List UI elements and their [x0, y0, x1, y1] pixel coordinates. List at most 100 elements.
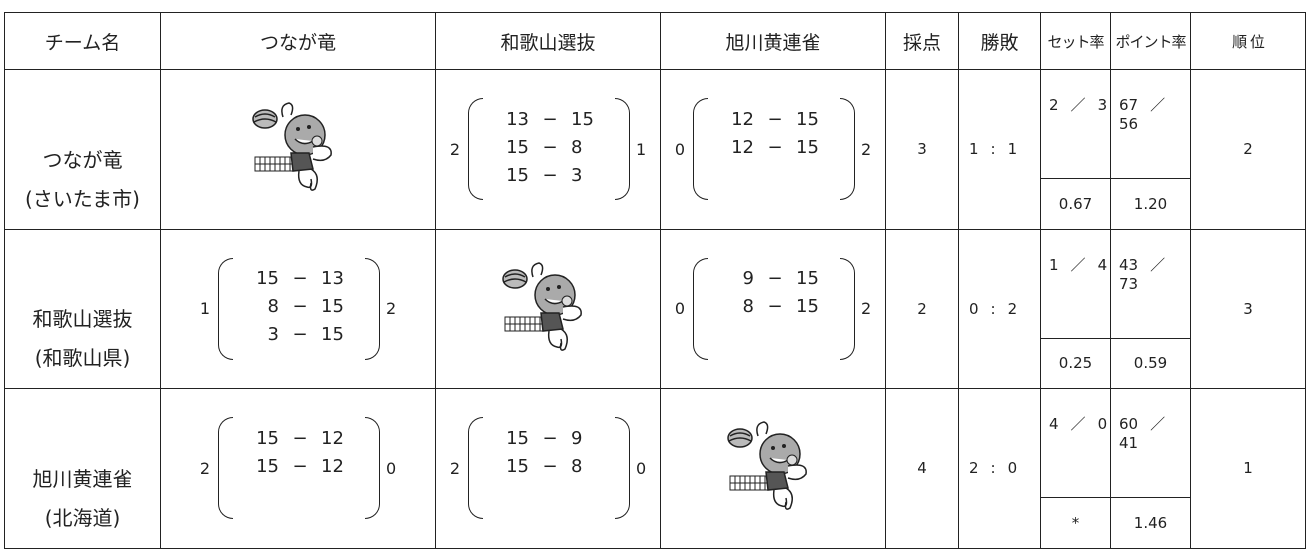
- bracket-left: [693, 257, 708, 360]
- score-separator: −: [542, 427, 558, 449]
- set-ratio: 2 ／ 3: [1040, 69, 1111, 179]
- wins: 2: [969, 459, 979, 478]
- games: 9−15 8−15: [714, 259, 834, 359]
- team-region: (北海道): [4, 497, 161, 549]
- points: 4: [885, 388, 959, 549]
- set-rate: 0.67: [1040, 178, 1111, 230]
- set-ratio-against: 0: [1097, 415, 1108, 433]
- team-name: 旭川黄連雀: [4, 388, 161, 498]
- score-own: 8: [742, 296, 754, 318]
- game-score: 8−15: [714, 293, 834, 321]
- point-ratio-for: 60: [1119, 415, 1139, 433]
- page: チーム名 つなが竜 和歌山選抜 旭川黄連雀 採点 勝敗 セット率 ポイント率順 位 つなが竜 …: [4, 12, 1306, 549]
- point-ratio: 67 ／ 56: [1110, 69, 1191, 179]
- point-rate: 1.20: [1110, 178, 1191, 230]
- match-result: 0 9−15 8−15 2: [660, 228, 886, 389]
- match-box: 1 15−13 8−15 3−15 2: [161, 257, 435, 360]
- point-rate: 1.46: [1110, 497, 1191, 549]
- bracket-left: [218, 417, 233, 520]
- score-own: 3: [267, 324, 279, 346]
- score-separator: −: [542, 136, 558, 158]
- bracket-right: [365, 417, 380, 520]
- score-opp: 15: [321, 324, 344, 346]
- team-name: つなが竜: [4, 69, 161, 179]
- team-row-lower: (和歌山県) 0.25 0.59: [4, 337, 1306, 389]
- match-result: 0 12−15 12−15 2: [660, 69, 886, 230]
- score-opp: 8: [571, 455, 583, 477]
- match-result: 2 15−12 15−12 0: [160, 388, 436, 549]
- score-own: 15: [256, 268, 279, 290]
- point-ratio-separator: ／: [1150, 415, 1166, 433]
- score-separator: −: [767, 136, 783, 158]
- score-opp: 3: [571, 164, 583, 186]
- bracket-right: [840, 257, 855, 360]
- match-box: 2 15−9 15−8 0: [436, 417, 660, 520]
- score-opp: 15: [571, 108, 594, 130]
- point-ratio-against: 56: [1119, 115, 1139, 133]
- sets-won: 2: [199, 458, 210, 478]
- record: 2:0: [958, 388, 1041, 549]
- game-score: 13−15: [489, 105, 609, 133]
- score-own: 9: [742, 268, 754, 290]
- record-separator: :: [990, 299, 996, 318]
- sets-won: 2: [449, 458, 460, 478]
- mascot: [252, 102, 332, 192]
- match-box: 0 9−15 8−15 2: [661, 257, 885, 360]
- game-score: 15−12: [239, 424, 359, 452]
- game-score: 9−15: [714, 265, 834, 293]
- table-body: つなが竜 2 13−15 15−8 15−3 1 0 12−15 12−15 2 3 1:1 2 ／ 3 6…: [4, 69, 1306, 549]
- losses: 1: [1007, 140, 1018, 159]
- rank: 3: [1190, 228, 1306, 389]
- rank: 1: [1190, 388, 1306, 549]
- score-separator: −: [542, 164, 558, 186]
- game-score: 15−13: [239, 265, 359, 293]
- set-ratio: 1 ／ 4: [1040, 228, 1111, 339]
- set-ratio-for: 2: [1049, 96, 1059, 114]
- bracket-right: [365, 257, 380, 360]
- match-box: 2 15−12 15−12 0: [161, 417, 435, 520]
- set-ratio-separator: ／: [1070, 255, 1086, 274]
- sets-won: 0: [674, 139, 685, 159]
- losses: 2: [1007, 299, 1018, 318]
- point-ratio: 43 ／ 73: [1110, 228, 1191, 339]
- self-cell: [435, 228, 661, 389]
- score-opp: 12: [321, 455, 344, 477]
- set-ratio-separator: ／: [1070, 415, 1086, 433]
- games: 15−13 8−15 3−15: [239, 259, 359, 359]
- record: 1:1: [958, 69, 1041, 230]
- score-separator: −: [542, 455, 558, 477]
- score-separator: −: [767, 268, 783, 290]
- sets-lost: 2: [386, 299, 397, 319]
- set-ratio-for: 1: [1049, 255, 1059, 274]
- team-region: (さいたま市): [4, 178, 161, 230]
- score-separator: −: [767, 296, 783, 318]
- column-header: つなが竜: [160, 12, 436, 70]
- score-opp: 15: [796, 268, 819, 290]
- team-region: (和歌山県): [4, 338, 161, 389]
- column-header: 旭川黄連雀: [660, 12, 886, 70]
- point-ratio-for: 67: [1119, 96, 1139, 114]
- score-opp: 9: [571, 427, 583, 449]
- score-separator: −: [292, 455, 308, 477]
- score-separator: −: [292, 296, 308, 318]
- points: 3: [885, 69, 959, 230]
- score-own: 15: [506, 136, 529, 158]
- game-score: 15−9: [489, 424, 609, 452]
- team-row: つなが竜 2 13−15 15−8 15−3 1 0 12−15 12−15 2 3 1:1 2 ／ 3 6…: [4, 69, 1306, 230]
- score-separator: −: [767, 108, 783, 130]
- score-own: 15: [506, 427, 529, 449]
- header-row: チーム名 つなが竜 和歌山選抜 旭川黄連雀 採点 勝敗 セット率 ポイント率順 位: [4, 12, 1306, 70]
- match-result: 2 15−9 15−8 0: [435, 388, 661, 549]
- set-rate: 0.25: [1040, 337, 1111, 389]
- score-separator: −: [292, 268, 308, 290]
- game-score: 15−8: [489, 133, 609, 161]
- bracket-right: [615, 417, 630, 520]
- point-ratio-against: 73: [1119, 274, 1139, 293]
- game-score: 3−15: [239, 321, 359, 349]
- sets-lost: 0: [386, 458, 397, 478]
- point-ratio-for: 43: [1119, 255, 1139, 274]
- bracket-left: [468, 98, 483, 201]
- score-own: 15: [506, 455, 529, 477]
- score-separator: −: [542, 108, 558, 130]
- score-own: 12: [731, 136, 754, 158]
